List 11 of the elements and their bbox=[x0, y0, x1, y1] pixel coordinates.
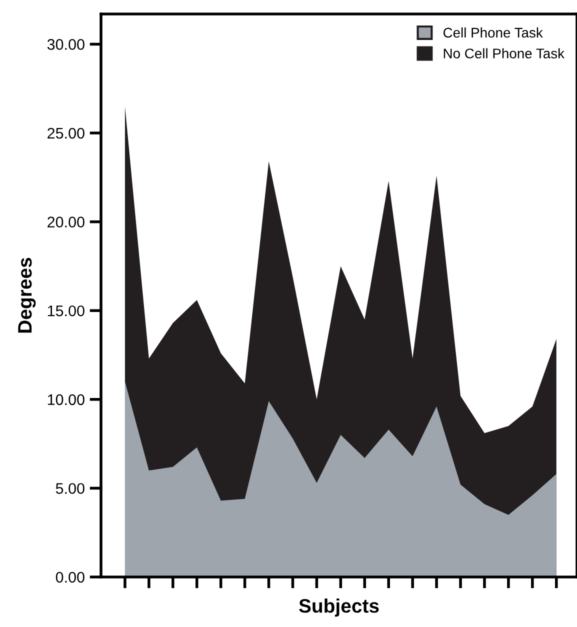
x-axis-title: Subjects bbox=[299, 598, 379, 617]
legend-label: Cell Phone Task bbox=[443, 27, 543, 38]
legend-label: No Cell Phone Task bbox=[444, 48, 565, 58]
y-tick-label: 0.00 bbox=[56, 572, 84, 583]
y-tick-label: 25.00 bbox=[48, 128, 84, 139]
y-axis-title: Degrees bbox=[18, 258, 36, 333]
y-tick-label: 5.00 bbox=[56, 483, 84, 494]
y-tick-label: 20.00 bbox=[48, 216, 84, 228]
y-tick-label: 15.00 bbox=[48, 305, 84, 316]
y-tick-label: 30.00 bbox=[47, 39, 84, 50]
y-tick-label: 10.00 bbox=[48, 394, 84, 406]
